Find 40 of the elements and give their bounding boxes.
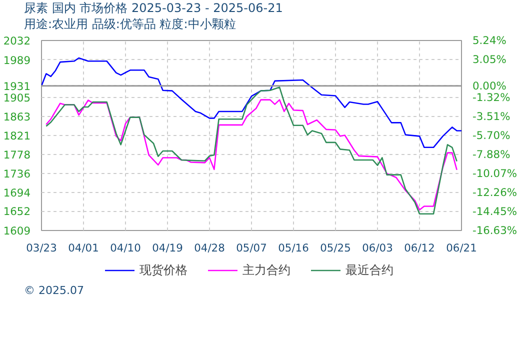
x-tick-label: 04/19 — [152, 242, 184, 254]
y2-tick-label: -14.45% — [472, 205, 517, 218]
legend-label: 主力合约 — [242, 262, 290, 278]
y-tick-label: 2032 — [3, 34, 31, 48]
x-tick-label: 06/03 — [362, 242, 393, 254]
y-tick-label: 1989 — [3, 54, 31, 67]
y-tick-label: 1736 — [3, 167, 31, 180]
chart-title: 尿素 国内 市场价格 2025-03-23 - 2025-06-21 — [24, 0, 283, 16]
text: © 2025.07 — [24, 283, 84, 298]
x-tick-label: 05/25 — [320, 242, 351, 254]
x-tick-label: 04/28 — [194, 242, 226, 254]
y2-tick-label: -3.51% — [472, 110, 510, 124]
legend-label: 最近合约 — [346, 262, 394, 278]
y-tick-label: 1694 — [3, 186, 31, 200]
y2-tick-label: -12.26% — [472, 186, 517, 200]
y2-tick-label: -7.88% — [472, 148, 510, 161]
y-tick-label: 1821 — [3, 129, 31, 142]
y2-tick-label: 3.05% — [472, 53, 506, 66]
y2-tick-label: -16.63% — [472, 224, 517, 237]
x-tick-label: 06/21 — [446, 242, 477, 254]
y-tick-label: 1609 — [3, 224, 31, 238]
chart-subtitle: 用途:农业用 品级:优等品 粒度:中小颗粒 — [24, 16, 236, 32]
x-tick-label: 04/10 — [110, 242, 142, 254]
y-tick-label: 1905 — [3, 92, 31, 105]
x-tick-label: 04/01 — [68, 242, 99, 254]
x-tick-label: 06/12 — [404, 242, 435, 254]
y-tick-label: 1863 — [3, 110, 31, 124]
y2-tick-label: -10.07% — [472, 167, 517, 180]
y-tick-label: 1778 — [3, 148, 31, 162]
x-tick-label: 03/23 — [26, 242, 57, 254]
y2-tick-label: 5.24% — [472, 34, 506, 47]
x-tick-label: 05/07 — [236, 242, 267, 254]
line-series — [42, 57, 462, 148]
legend-label: 现货价格 — [140, 262, 188, 278]
y2-tick-label: -5.70% — [472, 129, 510, 142]
y2-tick-label: -1.32% — [472, 90, 510, 104]
y-tick-label: 1931 — [3, 80, 31, 93]
y2-tick-label: 0.00% — [472, 80, 506, 93]
y-tick-label: 1652 — [3, 205, 31, 218]
x-tick-label: 05/16 — [278, 242, 310, 254]
